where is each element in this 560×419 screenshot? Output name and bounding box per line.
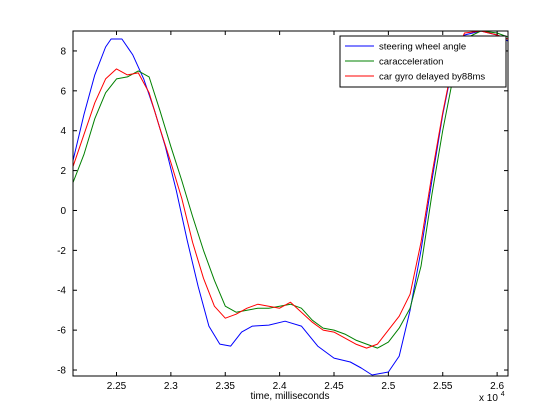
y-tick-label: 4 [60,126,66,137]
x-tick-label: 2.4 [273,381,287,392]
x-multiplier-base: x 10 [479,393,498,404]
y-tick-label: -2 [57,246,66,257]
x-axis-label: time, milliseconds [251,391,330,402]
plot-area [73,31,508,376]
y-tick-label: -6 [57,326,66,337]
series-line-3 [73,31,508,349]
x-tick-label: 2.5 [381,381,395,392]
legend-label-1: steering wheel angle [379,42,466,53]
x-tick-label: 2.6 [490,381,504,392]
y-tick-label: -8 [57,366,66,377]
x-tick-label: 2.35 [216,381,236,392]
x-multiplier-exponent: 4 [501,391,505,398]
x-tick-label: 2.3 [164,381,178,392]
x-tick-label: 2.55 [433,381,453,392]
y-tick-label: -4 [57,286,66,297]
y-tick-label: 0 [60,206,66,217]
x-multiplier-label: x 10 4 [479,391,505,404]
legend-label-3: car gyro delayed by88ms [379,72,485,83]
y-axis-ticks: -8 -6 -4 -2 0 2 4 6 8 [57,46,508,377]
y-tick-label: 8 [60,46,66,57]
x-tick-label: 2.25 [107,381,127,392]
y-tick-label: 2 [60,166,66,177]
series-line-1 [73,31,508,376]
plot-frame [72,30,509,377]
series-layer [73,31,508,376]
y-tick-label: 6 [60,86,66,97]
legend: steering wheel angle caracceleration car g… [339,35,507,88]
legend-label-2: caracceleration [379,57,443,68]
x-tick-label: 2.45 [324,381,344,392]
x-axis-ticks: 2.25 2.3 2.35 2.4 2.45 2.5 2.55 2.6 [107,31,505,392]
